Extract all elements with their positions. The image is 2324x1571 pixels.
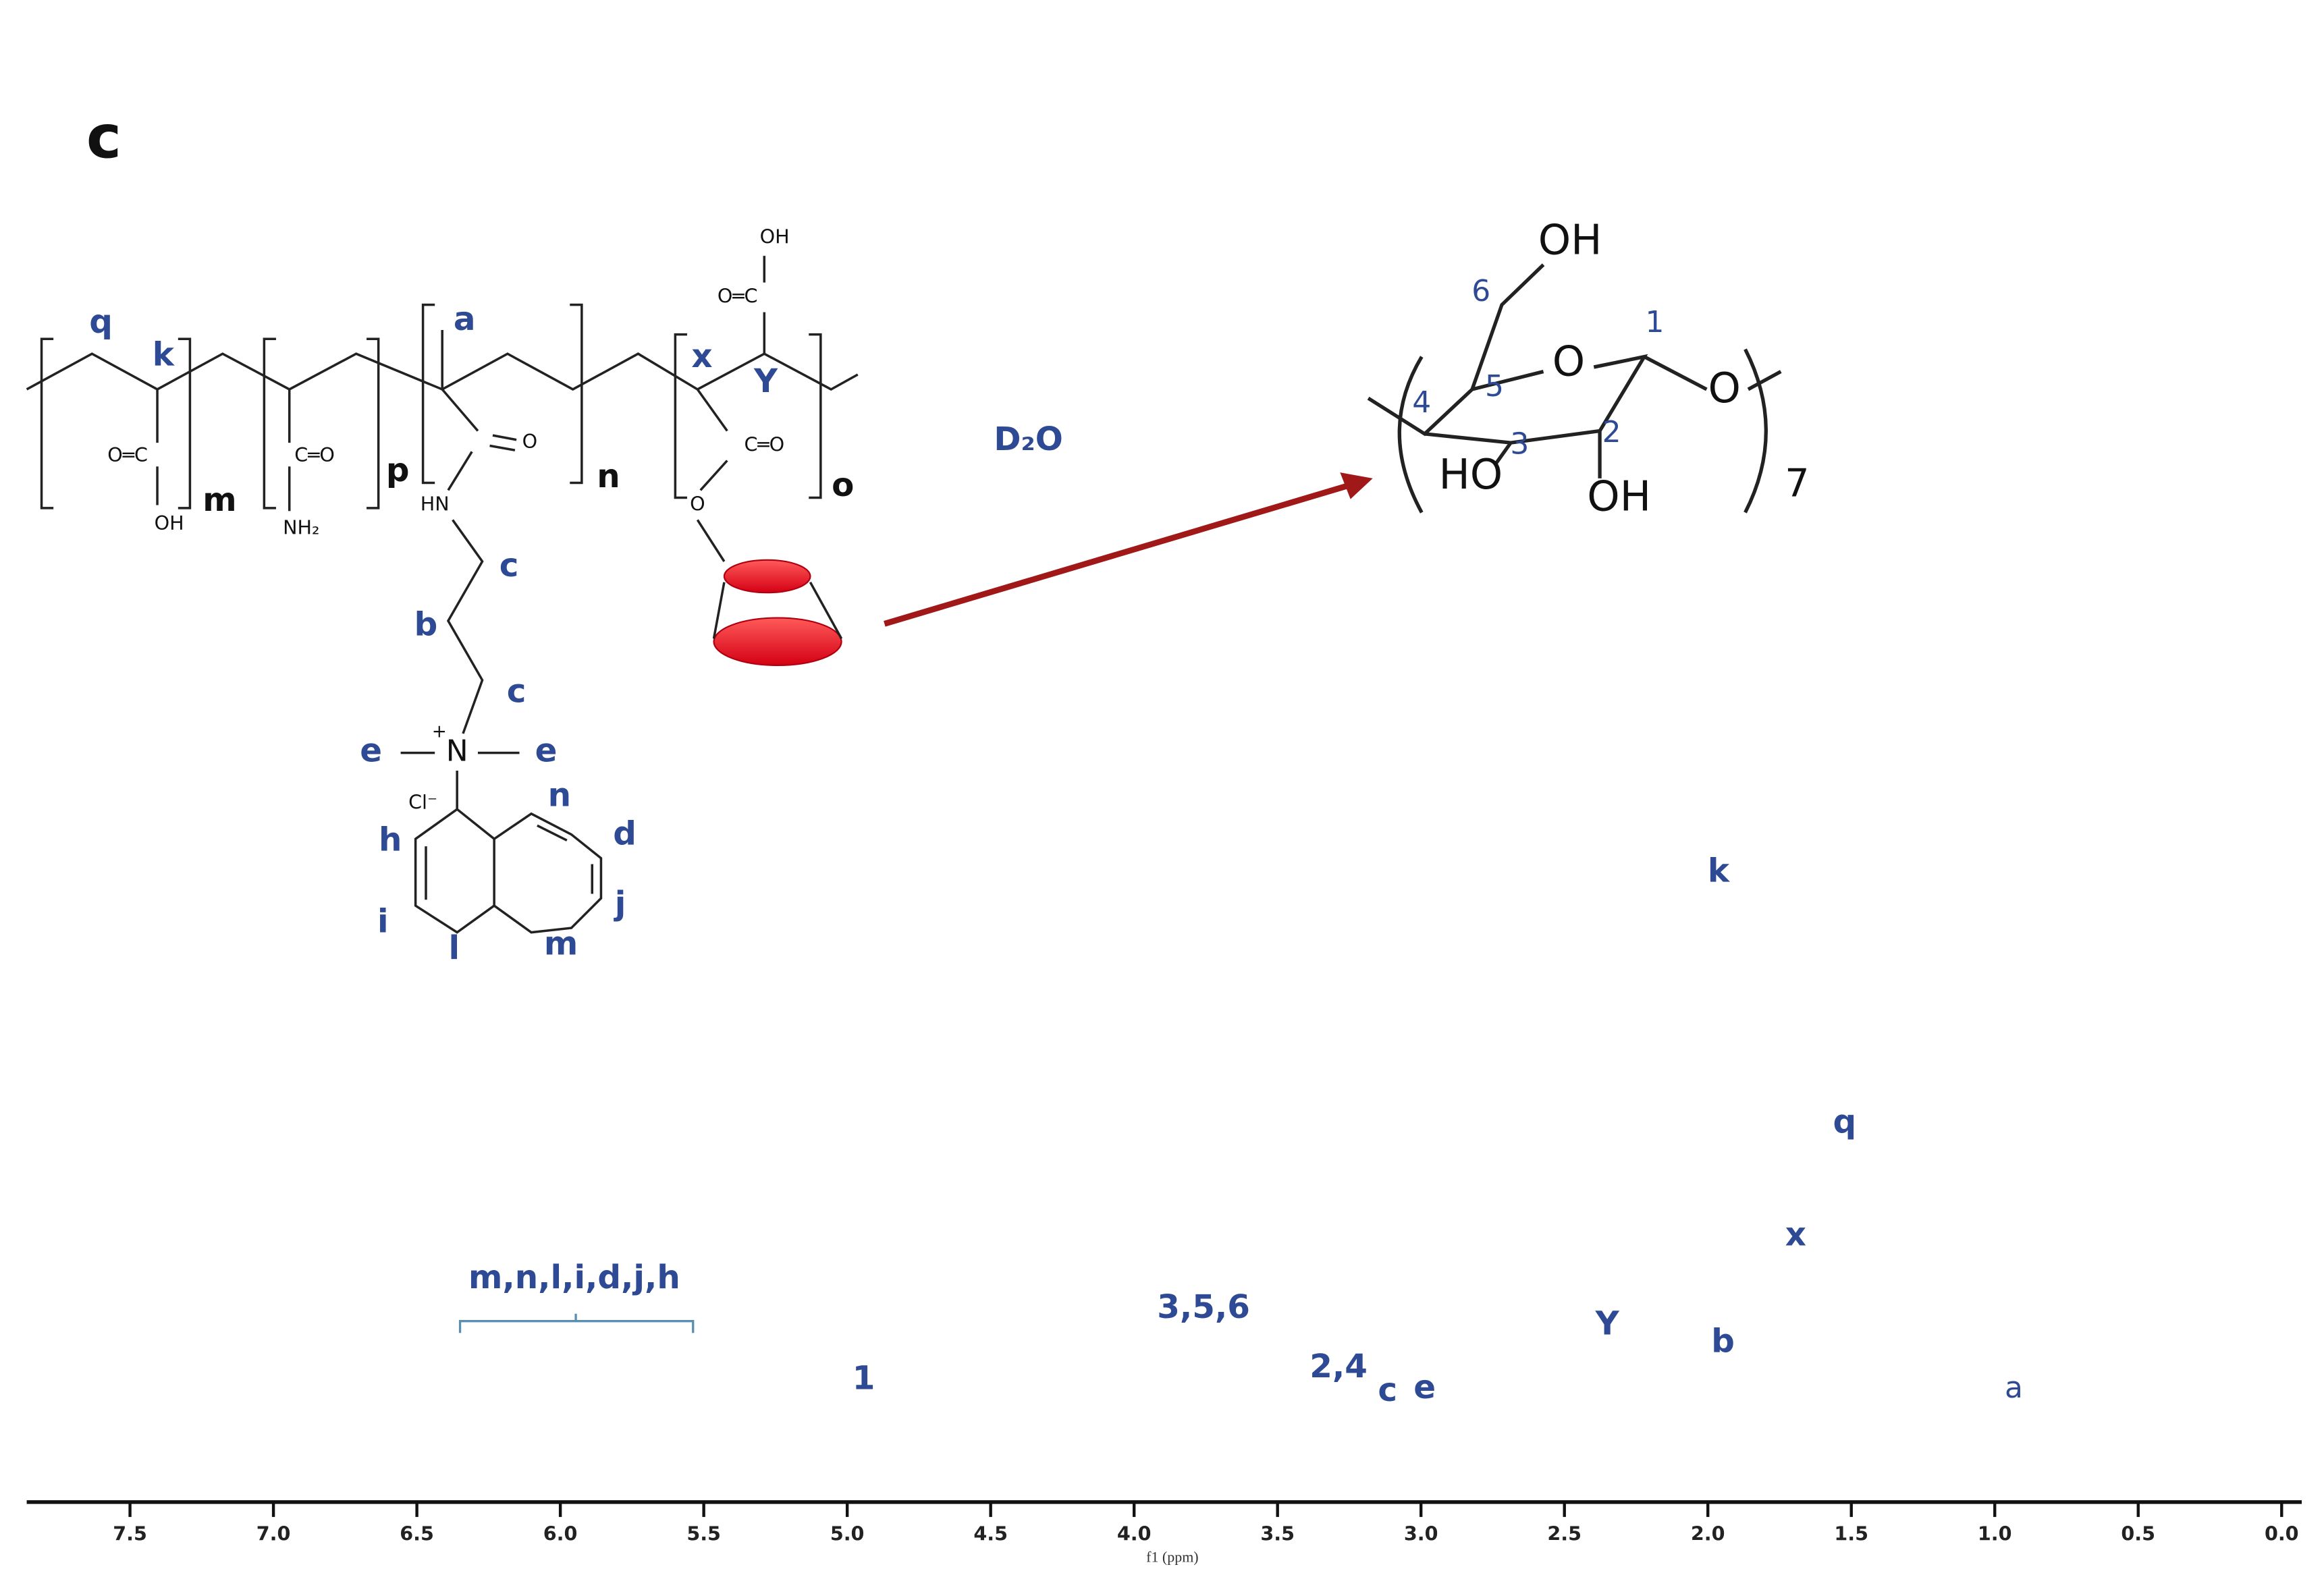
structure-label: O═C bbox=[718, 285, 758, 308]
structure-label: C═O bbox=[744, 433, 784, 456]
parentheses bbox=[1397, 348, 1768, 514]
structure-label: d bbox=[613, 815, 637, 853]
glucose-structure bbox=[1367, 263, 1782, 514]
annotation-bracket bbox=[458, 1313, 695, 1333]
structure-label: C═O bbox=[294, 443, 335, 466]
structure-label: x bbox=[691, 337, 712, 375]
backbone bbox=[26, 352, 859, 391]
structure-label: q bbox=[89, 303, 113, 341]
structure-label: h bbox=[379, 821, 402, 859]
peak-label: x bbox=[1785, 1215, 1806, 1253]
cyclodextrin-top bbox=[723, 559, 811, 594]
structure-label: O bbox=[522, 430, 538, 453]
structure-label: NH₂ bbox=[283, 516, 319, 539]
structure-label: HN bbox=[421, 492, 450, 515]
x-tick-label: 7.0 bbox=[256, 1522, 291, 1545]
cyclodextrin-bottom bbox=[713, 617, 842, 667]
structure-label: c bbox=[499, 547, 519, 584]
x-tick-label: 5.5 bbox=[686, 1522, 721, 1545]
structure-label: o bbox=[832, 466, 854, 504]
x-tick-label: 5.0 bbox=[830, 1522, 865, 1545]
structure-label: 6 bbox=[1471, 274, 1490, 308]
side-bonds bbox=[156, 256, 766, 810]
glucose-bonds bbox=[1367, 263, 1782, 478]
structure-label: n bbox=[597, 458, 620, 495]
structure-label: l bbox=[448, 929, 460, 967]
structure-label: b bbox=[414, 606, 438, 644]
peak-label: 1 bbox=[853, 1360, 875, 1398]
peak-label: Y bbox=[1595, 1304, 1620, 1342]
structure-label: HO bbox=[1438, 450, 1503, 499]
x-tick-label: 4.0 bbox=[1117, 1522, 1152, 1545]
x-tick-label: 6.0 bbox=[543, 1522, 578, 1545]
structure-label: n bbox=[548, 777, 571, 815]
structure-label: i bbox=[377, 902, 389, 940]
peak-label: D₂O bbox=[994, 420, 1062, 458]
peak-label: 3,5,6 bbox=[1157, 1288, 1250, 1326]
arrow bbox=[884, 472, 1373, 627]
structure-label: m bbox=[544, 925, 578, 962]
peak-label: c bbox=[1378, 1371, 1397, 1409]
x-tick-label: 0.0 bbox=[2265, 1522, 2299, 1545]
structure-label: e bbox=[535, 732, 558, 770]
structure-label: O bbox=[690, 492, 705, 515]
x-tick-label: 3.5 bbox=[1260, 1522, 1295, 1545]
x-axis-label: f1 (ppm) bbox=[1146, 1549, 1198, 1566]
structure-label: 2 bbox=[1602, 415, 1621, 449]
structure-label: O bbox=[1552, 337, 1585, 386]
panel-label: c bbox=[86, 103, 121, 172]
structure-label: p bbox=[386, 451, 410, 489]
structure-label: O═C bbox=[107, 443, 148, 466]
structure-label: OH bbox=[155, 512, 184, 534]
x-tick-label: 7.5 bbox=[113, 1522, 147, 1545]
peak-label: b bbox=[1711, 1323, 1735, 1360]
peak-label: m,n,l,i,d,j,h bbox=[468, 1259, 680, 1296]
x-tick-label: 4.5 bbox=[973, 1522, 1008, 1545]
structure-label: e bbox=[360, 732, 382, 770]
structure-label: m bbox=[202, 481, 236, 519]
structure-label: a bbox=[454, 300, 476, 338]
x-tick-label: 2.0 bbox=[1691, 1522, 1725, 1545]
structure-label: OH bbox=[760, 225, 790, 248]
structure-label: k bbox=[153, 336, 175, 374]
x-tick-label: 2.5 bbox=[1547, 1522, 1582, 1545]
structure-label: Y bbox=[753, 362, 778, 400]
structure-label: 5 bbox=[1485, 369, 1504, 404]
structure-label: 7 bbox=[1785, 461, 1809, 505]
structure-label: OH bbox=[1587, 472, 1651, 521]
structure-label: + bbox=[432, 721, 447, 742]
peak-label: a bbox=[2005, 1371, 2023, 1405]
arrow-head bbox=[1340, 472, 1373, 499]
structure-label: Cl⁻ bbox=[408, 790, 437, 813]
structure-label: 4 bbox=[1412, 385, 1431, 420]
peak-label: e bbox=[1413, 1369, 1436, 1406]
brackets bbox=[40, 303, 822, 509]
structure-label: 3 bbox=[1510, 427, 1529, 462]
x-tick-label: 3.0 bbox=[1404, 1522, 1438, 1545]
cyclodextrin-sides bbox=[712, 581, 843, 640]
structure-label: OH bbox=[1538, 215, 1602, 264]
structure-label: 1 bbox=[1645, 305, 1664, 339]
structure-label: N bbox=[446, 734, 468, 769]
x-tick-label: 0.5 bbox=[2121, 1522, 2155, 1545]
peak-label: k bbox=[1708, 852, 1731, 890]
structure-label: j bbox=[614, 885, 626, 922]
structure-label: c bbox=[507, 673, 526, 711]
x-tick-label: 6.5 bbox=[400, 1522, 434, 1545]
peak-label: 2,4 bbox=[1309, 1348, 1368, 1385]
peak-label: q bbox=[1833, 1103, 1857, 1140]
x-tick-label: 1.0 bbox=[1978, 1522, 2012, 1545]
polymer-structure bbox=[26, 256, 859, 934]
structure-label: O bbox=[1708, 364, 1741, 412]
naphthalene bbox=[414, 807, 603, 934]
arrow-shaft bbox=[884, 483, 1349, 627]
x-tick-label: 1.5 bbox=[1834, 1522, 1868, 1545]
